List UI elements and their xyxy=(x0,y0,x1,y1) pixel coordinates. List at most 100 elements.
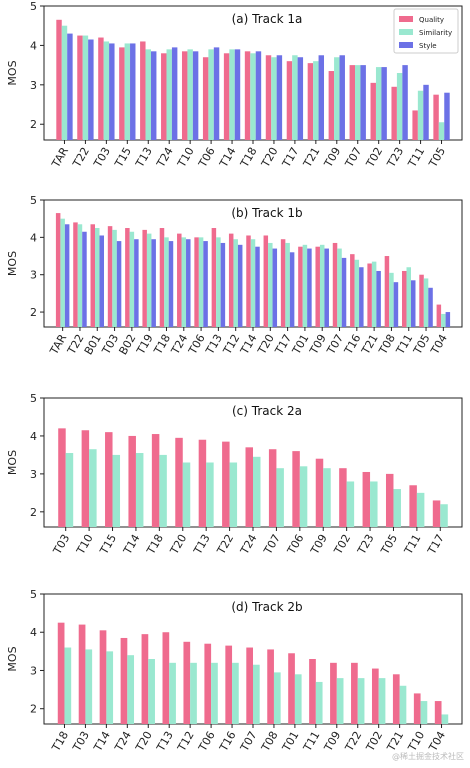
bar-similarity-t06 xyxy=(198,237,204,327)
chart-title: (c) Track 2a xyxy=(232,404,302,418)
bar-quality-t23 xyxy=(391,86,397,140)
bar-similarity-t12 xyxy=(190,662,197,724)
bar-quality-t20 xyxy=(175,437,183,527)
x-tick-label: T06 xyxy=(196,729,218,754)
legend-label-quality: Quality xyxy=(419,16,444,24)
bar-similarity-t10 xyxy=(187,49,193,141)
bar-style-t22 xyxy=(82,231,87,327)
bar-style-t05 xyxy=(428,287,433,327)
bar-similarity-t04 xyxy=(441,714,449,724)
bar-similarity-t09 xyxy=(323,468,331,527)
y-tick-label: 2 xyxy=(30,703,37,716)
bar-quality-t10 xyxy=(181,51,188,140)
bar-similarity-t14 xyxy=(135,453,144,527)
x-tick-label: T23 xyxy=(355,532,377,557)
y-tick-label: 3 xyxy=(30,664,37,677)
x-tick-label: T05 xyxy=(411,332,433,357)
bar-similarity-t20 xyxy=(271,57,277,141)
bar-similarity-t20 xyxy=(268,242,273,327)
x-tick-label: T14 xyxy=(91,729,113,754)
bar-quality-t12 xyxy=(228,233,234,327)
chart-panel-1: 2 3 4 5 MOS (a) Track 1a TAR T22 T03 T15 T13 T24 T10… xyxy=(6,0,463,171)
bar-similarity-t03 xyxy=(65,453,74,527)
bar-similarity-t13 xyxy=(169,662,176,724)
bar-similarity-t20 xyxy=(148,659,155,724)
x-tick-label: T07 xyxy=(342,145,364,170)
bar-quality-t21 xyxy=(367,263,372,327)
x-tick-label: T12 xyxy=(175,729,197,754)
x-tick-label: T02 xyxy=(363,145,385,170)
bar-style-t03 xyxy=(109,43,115,140)
bar-similarity-t12 xyxy=(233,239,238,327)
bar-quality-t07 xyxy=(246,647,253,724)
x-tick-label: T03 xyxy=(50,532,72,557)
bar-quality-t20 xyxy=(265,55,272,140)
bar-similarity-t03 xyxy=(85,649,93,724)
bar-quality-t04 xyxy=(436,304,442,327)
x-tick-label: T05 xyxy=(378,532,400,557)
bar-style-t18 xyxy=(168,241,174,327)
bar-similarity-t14 xyxy=(250,239,256,327)
bar-quality-b01 xyxy=(90,224,96,327)
bar-similarity-t18 xyxy=(64,647,72,724)
x-tick-label: T13 xyxy=(191,532,213,557)
bar-similarity-t08 xyxy=(389,272,394,327)
bar-similarity-t21 xyxy=(399,685,407,724)
bar-similarity-t22 xyxy=(229,462,238,527)
bar-similarity-t02 xyxy=(346,481,355,527)
bar-quality-t21 xyxy=(307,63,314,140)
bar-quality-t05 xyxy=(433,94,439,140)
bar-similarity-t16 xyxy=(354,259,360,327)
bar-similarity-t22 xyxy=(357,678,365,724)
bar-similarity-t09 xyxy=(336,678,344,724)
bar-style-t17 xyxy=(297,57,304,141)
bar-quality-t16 xyxy=(225,645,233,724)
x-tick-label: T11 xyxy=(300,729,322,754)
bar-similarity-t24 xyxy=(181,237,187,327)
bar-quality-t05 xyxy=(419,274,424,327)
bar-similarity-t24 xyxy=(253,456,261,527)
x-tick-label: T18 xyxy=(144,532,166,557)
bar-quality-t13 xyxy=(211,228,217,327)
bar-style-tar xyxy=(64,224,70,327)
bar-style-t12 xyxy=(237,244,243,327)
x-tick-label: T24 xyxy=(168,332,190,357)
bar-style-t08 xyxy=(393,282,399,327)
bar-similarity-tar xyxy=(60,218,65,327)
bar-similarity-t03 xyxy=(103,41,110,140)
x-tick-label: T20 xyxy=(133,729,155,754)
x-tick-label: T14 xyxy=(217,145,239,170)
watermark: @稀土掘金技术社区 xyxy=(392,752,464,761)
y-tick-label: 4 xyxy=(30,231,37,244)
x-tick-label: T06 xyxy=(186,332,208,357)
bar-similarity-t18 xyxy=(159,454,167,527)
bar-style-t24 xyxy=(186,239,191,327)
x-tick-label: T24 xyxy=(237,532,259,557)
bar-similarity-t03 xyxy=(112,229,117,327)
x-tick-label: T22 xyxy=(70,145,92,170)
bar-quality-t17 xyxy=(432,500,441,527)
bar-quality-t04 xyxy=(434,701,442,724)
chart-title: (a) Track 1a xyxy=(232,12,303,26)
bar-similarity-t02 xyxy=(378,678,386,724)
bar-similarity-t07 xyxy=(337,248,342,327)
bar-quality-t10 xyxy=(413,693,421,724)
x-tick-label: T10 xyxy=(175,145,197,170)
x-tick-label: T21 xyxy=(300,145,322,170)
x-tick-label: T11 xyxy=(393,332,415,357)
bar-style-t19 xyxy=(151,239,156,327)
bar-quality-t24 xyxy=(245,447,253,527)
bar-style-t16 xyxy=(359,267,364,327)
chart-title: (d) Track 2b xyxy=(231,600,302,614)
x-tick-label: T03 xyxy=(99,332,121,357)
bar-similarity-t05 xyxy=(393,489,401,527)
chart-panel-2: 2 3 4 5 MOS (b) Track 1b TART22B01T03B02T19T18… xyxy=(6,194,463,358)
bar-quality-t18 xyxy=(151,434,160,527)
bar-quality-t09 xyxy=(328,71,335,140)
bar-quality-t24 xyxy=(177,233,182,327)
x-tick-label: T24 xyxy=(112,729,134,754)
bar-style-tar xyxy=(67,33,73,140)
bar-quality-t24 xyxy=(120,637,128,724)
bar-similarity-t17 xyxy=(440,504,448,527)
bar-style-t14 xyxy=(255,246,260,327)
